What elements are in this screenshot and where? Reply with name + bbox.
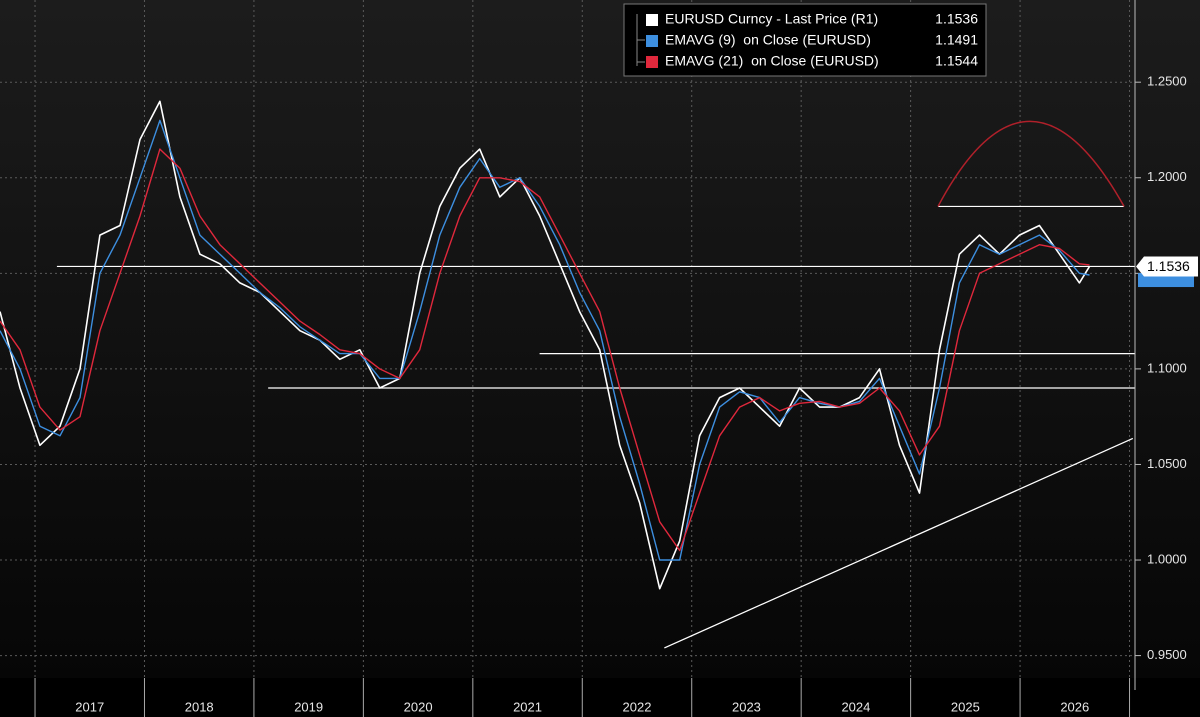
price-tag-label: 1.1536: [1147, 258, 1190, 274]
legend-label: EMAVG (9) on Close (EURUSD): [665, 32, 871, 48]
series-line: [0, 119, 1090, 561]
x-axis-band: [0, 678, 1200, 717]
legend-value: 1.1491: [935, 32, 978, 48]
y-tick-label: 1.2500: [1147, 74, 1187, 89]
x-tick-label: 2019: [294, 699, 323, 714]
price-tag: [1136, 256, 1198, 277]
y-tick-label: 1.0000: [1147, 551, 1187, 566]
x-tick-label: 2020: [404, 699, 433, 714]
series-line: [0, 148, 1090, 552]
legend-label: EMAVG (21) on Close (EURUSD): [665, 53, 879, 69]
x-tick-label: 2017: [75, 699, 104, 714]
y-tick-label: 1.1000: [1147, 360, 1187, 375]
legend-tree: [636, 14, 645, 66]
plot: [0, 100, 1135, 649]
y-tick-label: 1.0500: [1147, 456, 1187, 471]
x-tick-label: 2018: [185, 699, 214, 714]
legend-label: EURUSD Curncy - Last Price (R1): [665, 11, 878, 27]
y-tick-label: 0.9500: [1147, 647, 1187, 662]
price-tag-ema: [1138, 273, 1194, 288]
legend-swatch: [646, 56, 658, 68]
arc: [937, 120, 1125, 207]
legend-box: [623, 3, 987, 77]
x-tick-label: 2026: [1060, 699, 1089, 714]
x-tick-label: 2023: [732, 699, 761, 714]
x-tick-label: 2025: [951, 699, 980, 714]
legend: EURUSD Curncy - Last Price (R1) 1.1536 EMA…: [623, 3, 987, 77]
x-tick-label: 2021: [513, 699, 542, 714]
legend-swatch: [646, 14, 658, 26]
grid: [0, 0, 1135, 678]
series-line: [0, 100, 1091, 590]
x-tick-label: 2024: [841, 699, 870, 714]
legend-value: 1.1544: [935, 53, 978, 69]
legend-swatch: [646, 35, 658, 47]
trend-line: [664, 437, 1134, 649]
legend-value: 1.1536: [935, 11, 978, 27]
x-tick-label: 2022: [623, 699, 652, 714]
y-tick-label: 1.2000: [1147, 169, 1187, 184]
